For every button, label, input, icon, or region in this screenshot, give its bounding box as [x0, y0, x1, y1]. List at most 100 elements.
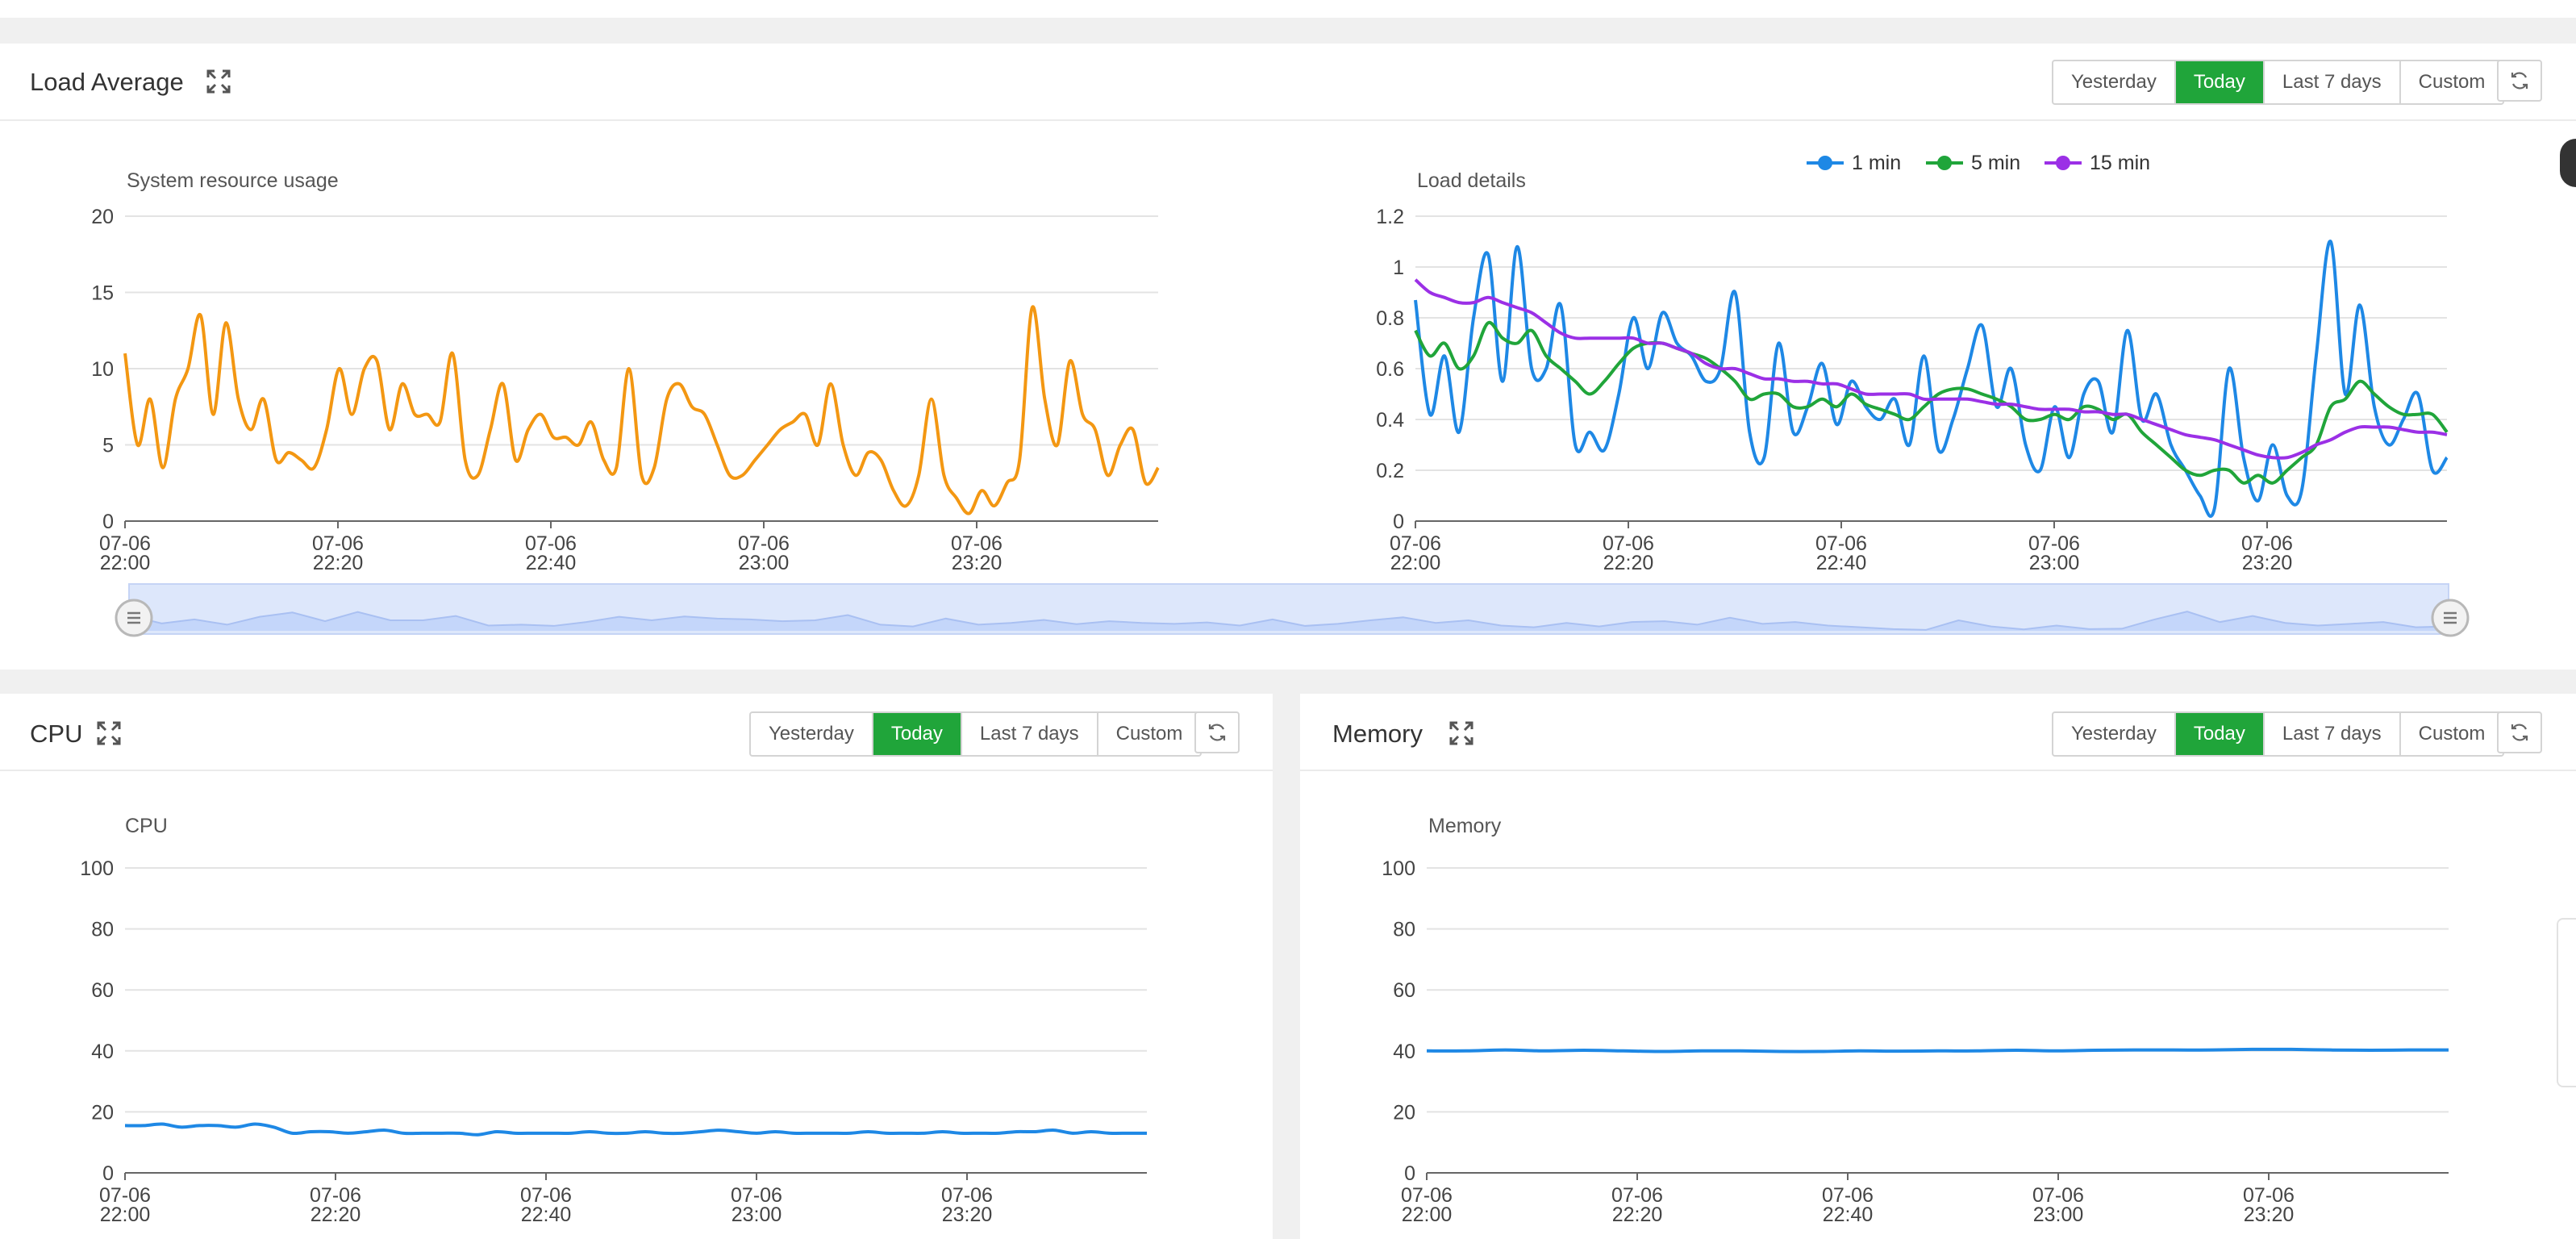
x-tick-label: 22:00	[1390, 552, 1441, 574]
y-tick-label: 80	[1393, 919, 1415, 941]
x-tick-label: 22:00	[1402, 1204, 1453, 1226]
range-yesterday-button[interactable]: Yesterday	[2053, 713, 2176, 755]
y-tick-label: 0.4	[1376, 409, 1404, 432]
right-edge-dot	[2560, 139, 2576, 187]
x-tick-label: 22:20	[1603, 552, 1654, 574]
memory-header-divider	[1300, 770, 2576, 771]
memory-refresh-button[interactable]	[2497, 711, 2542, 753]
range-custom-button[interactable]: Custom	[2418, 723, 2486, 745]
x-tick-label: 07-06	[2241, 532, 2293, 555]
range-yesterday-button[interactable]: Yesterday	[751, 713, 873, 755]
y-tick-label: 100	[80, 857, 114, 880]
y-tick-label: 40	[91, 1041, 114, 1063]
load-average-panel	[0, 44, 2576, 670]
x-tick-label: 22:40	[1823, 1204, 1874, 1226]
series-line-15-min	[1414, 278, 2448, 460]
right-edge-tab	[2557, 918, 2576, 1087]
legend-swatch-dot	[1818, 156, 1832, 170]
y-tick-label: 20	[91, 1101, 114, 1124]
x-tick-label: 22:20	[313, 552, 364, 574]
expand-icon[interactable]	[97, 721, 121, 745]
y-tick-label: 20	[1393, 1101, 1415, 1124]
load-range-selector: Yesterday Today Last 7 days Custom	[2052, 60, 2505, 105]
panel-title-load-average: Load Average	[30, 68, 184, 96]
range-custom-button[interactable]: Custom	[2418, 71, 2486, 93]
load-header-divider	[0, 119, 2576, 121]
x-tick-label: 22:40	[521, 1204, 572, 1226]
panel-title-memory: Memory	[1332, 720, 1423, 748]
x-tick-label: 07-06	[1815, 532, 1867, 555]
legend-swatch-dot	[2056, 156, 2070, 170]
cpu-refresh-button[interactable]	[1194, 711, 1240, 753]
memory-panel	[1300, 694, 2576, 1239]
series-line-data	[1426, 1047, 2449, 1053]
legend-swatch-dot	[1937, 156, 1952, 170]
y-tick-label: 0	[1393, 511, 1404, 533]
range-today-button[interactable]: Today	[2175, 713, 2265, 755]
refresh-icon	[2511, 724, 2528, 741]
range-last-7-days-button[interactable]: Last 7 days	[962, 713, 1098, 755]
y-tick-label: 0.8	[1376, 307, 1404, 330]
expand-icon[interactable]	[206, 69, 231, 94]
cpu-range-selector: Yesterday Today Last 7 days Custom	[749, 711, 1203, 757]
data-zoom-slider[interactable]	[105, 578, 2484, 642]
x-tick-label: 07-06	[951, 532, 1002, 555]
cpu-panel	[0, 694, 1273, 1239]
memory-range-selector: Yesterday Today Last 7 days Custom	[2052, 711, 2505, 757]
chart-title: Load details	[1417, 169, 1526, 192]
cpu-chart: CPU02040608010007-0622:0007-0622:2007-06…	[80, 815, 1147, 1226]
x-tick-label: 07-06	[312, 532, 364, 555]
y-tick-label: 10	[91, 358, 114, 381]
range-custom-button[interactable]: Custom	[1115, 723, 1183, 745]
x-tick-label: 22:20	[311, 1204, 361, 1226]
y-tick-label: 5	[102, 435, 114, 457]
y-tick-label: 80	[91, 919, 114, 941]
chart-title: Memory	[1428, 815, 1502, 837]
chart-title: CPU	[125, 815, 168, 837]
x-tick-label: 07-06	[941, 1184, 993, 1207]
series-line-data	[124, 1122, 1147, 1137]
series-line-1-min	[1414, 240, 2449, 518]
range-today-button[interactable]: Today	[2175, 61, 2265, 103]
y-tick-label: 1	[1393, 257, 1404, 279]
load-refresh-button[interactable]	[2497, 60, 2542, 102]
x-tick-label: 07-06	[1401, 1184, 1453, 1207]
x-tick-label: 07-06	[99, 1184, 151, 1207]
refresh-icon	[2511, 72, 2528, 90]
y-tick-label: 60	[91, 979, 114, 1002]
x-tick-label: 22:00	[100, 552, 151, 574]
x-tick-label: 22:00	[100, 1204, 151, 1226]
x-tick-label: 23:00	[739, 552, 790, 574]
x-tick-label: 07-06	[1822, 1184, 1874, 1207]
x-tick-label: 07-06	[310, 1184, 361, 1207]
legend-label: 1 min	[1852, 152, 1901, 174]
x-tick-label: 23:20	[2244, 1204, 2295, 1226]
y-tick-label: 60	[1393, 979, 1415, 1002]
range-today-button[interactable]: Today	[873, 713, 962, 755]
y-tick-label: 1.2	[1376, 206, 1404, 228]
y-tick-label: 0	[102, 511, 114, 533]
x-tick-label: 23:20	[952, 552, 1002, 574]
range-last-7-days-button[interactable]: Last 7 days	[2265, 61, 2401, 103]
cpu-header-divider	[0, 770, 1273, 771]
y-tick-label: 0.2	[1376, 460, 1404, 482]
x-tick-label: 07-06	[2243, 1184, 2295, 1207]
system-resource-usage-chart: System resource usage0510152007-0622:000…	[91, 169, 1160, 574]
x-tick-label: 07-06	[2032, 1184, 2084, 1207]
load-details-chart: Load details00.20.40.60.811.207-0622:000…	[1376, 152, 2449, 574]
x-tick-label: 07-06	[525, 532, 577, 555]
range-last-7-days-button[interactable]: Last 7 days	[2265, 713, 2401, 755]
x-tick-label: 23:00	[2033, 1204, 2084, 1226]
legend-label: 5 min	[1971, 152, 2020, 174]
range-yesterday-button[interactable]: Yesterday	[2053, 61, 2176, 103]
y-tick-label: 40	[1393, 1041, 1415, 1063]
x-tick-label: 07-06	[99, 532, 151, 555]
memory-chart: Memory02040608010007-0622:0007-0622:2007…	[1382, 815, 2449, 1226]
x-tick-label: 23:00	[732, 1204, 782, 1226]
expand-icon[interactable]	[1449, 721, 1473, 745]
y-tick-label: 0.6	[1376, 358, 1404, 381]
x-tick-label: 07-06	[1611, 1184, 1663, 1207]
x-tick-label: 07-06	[1390, 532, 1441, 555]
x-tick-label: 07-06	[1603, 532, 1654, 555]
y-tick-label: 0	[1404, 1162, 1415, 1185]
